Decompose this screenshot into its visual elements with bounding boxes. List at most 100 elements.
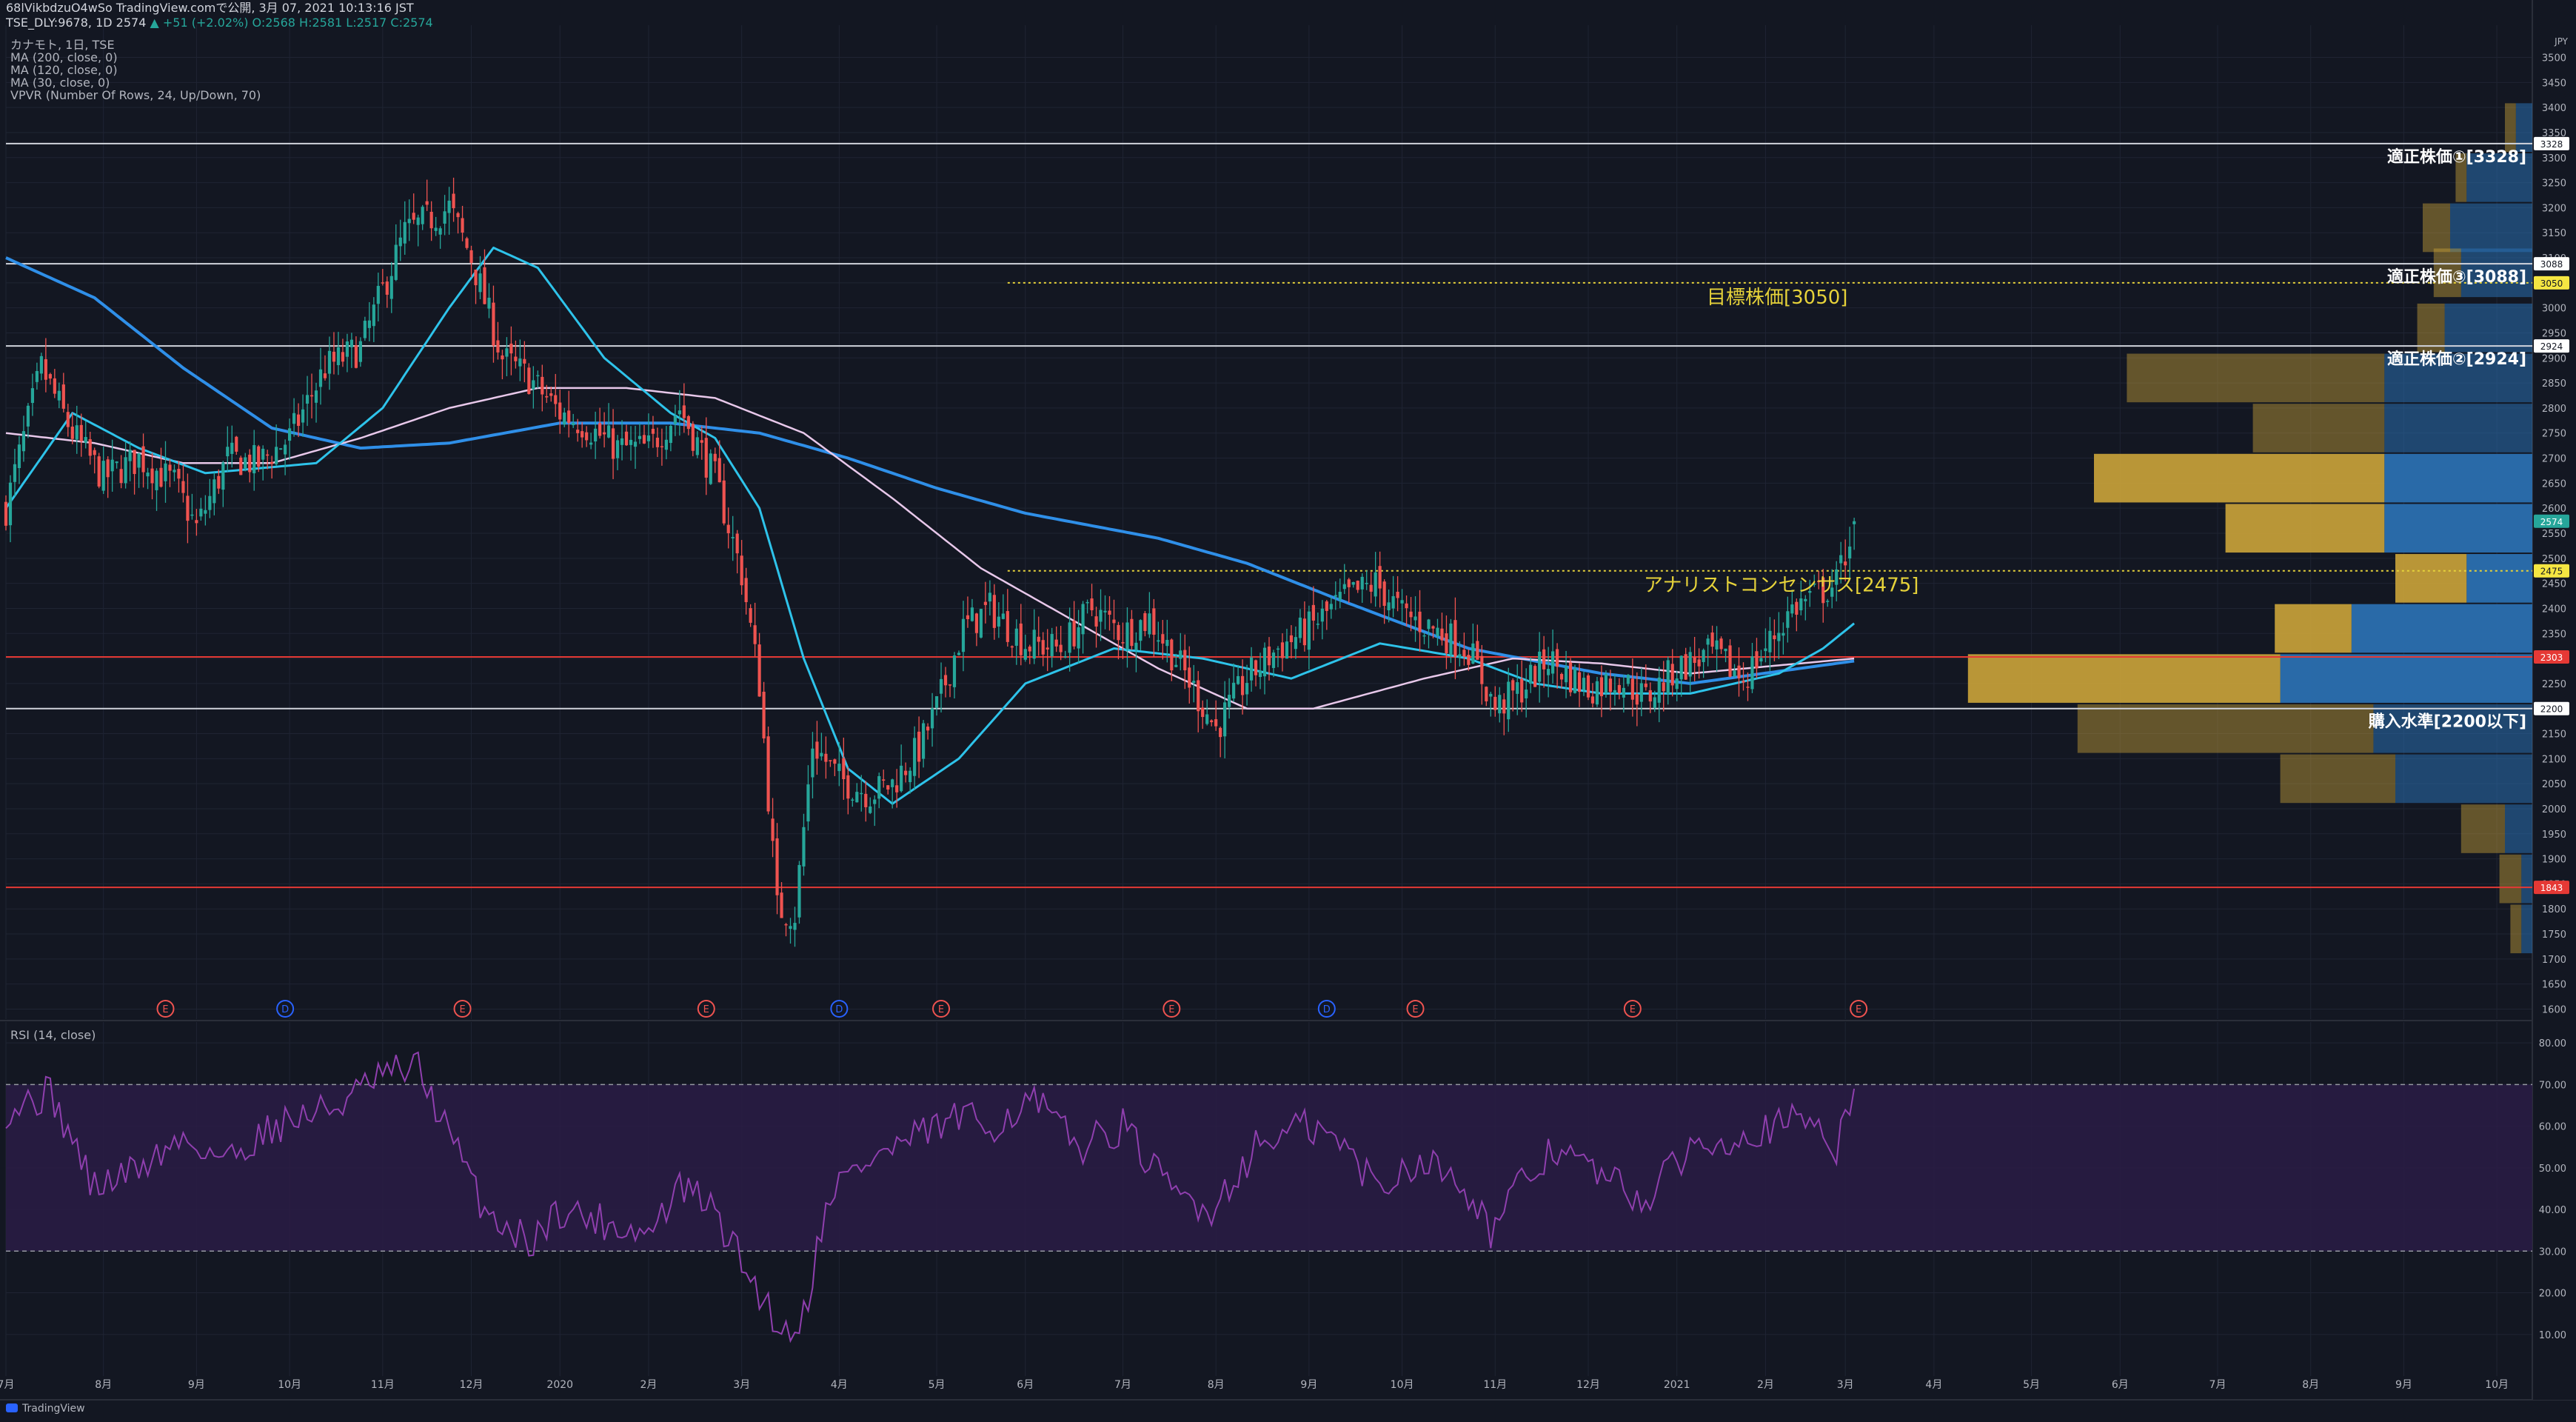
candle-body [1715, 640, 1719, 650]
rsi-tick-label: 20.00 [2539, 1289, 2566, 1300]
candle-body [1223, 702, 1227, 737]
candle-body [549, 393, 553, 396]
rsi-path [5, 1051, 1856, 1343]
rsi-tick-label: 40.00 [2539, 1205, 2566, 1216]
time-tick-label: 5月 [929, 1379, 946, 1391]
candle-body [1511, 680, 1515, 691]
candle-body [704, 438, 708, 478]
moving-averages [4, 247, 1856, 805]
candle-body [349, 339, 354, 347]
footer-brand[interactable]: TradingView [6, 1403, 85, 1415]
ohlc-values: O:2568 H:2581 L:2517 C:2574 [252, 16, 433, 30]
candle-body [1808, 590, 1812, 593]
candle-body [416, 217, 420, 225]
dividend-marker [1317, 1000, 1336, 1018]
rsi-pane-label[interactable]: RSI (14, close) [10, 1028, 96, 1042]
price-axis[interactable]: JPY1600165017001750180018501900195020002… [2533, 0, 2576, 1400]
candle-body [691, 424, 695, 451]
candle-body [1019, 623, 1023, 655]
candle-body [310, 395, 314, 397]
time-tick-label: 7月 [0, 1379, 14, 1391]
candle-body [1174, 664, 1178, 667]
candle-body [997, 616, 1000, 627]
candle-body [372, 304, 375, 327]
candle-body [1821, 577, 1825, 604]
candle-body [1329, 604, 1333, 610]
vp-bar-up [2505, 804, 2532, 853]
candle-body [1706, 638, 1710, 645]
candle-body [1165, 639, 1169, 647]
candle-body [1742, 681, 1745, 683]
candle-body [1285, 641, 1289, 659]
legend-item-ma120[interactable]: MA (120, close, 0) [10, 63, 118, 77]
legend-item-ma30[interactable]: MA (30, close, 0) [10, 76, 110, 90]
candle-body [664, 439, 669, 450]
candle-body [753, 625, 757, 644]
price-tag-bg [2534, 514, 2569, 528]
event-marker-label: E [459, 1004, 465, 1015]
candle-body [606, 425, 611, 438]
candle-body [700, 440, 703, 443]
price-tag-bg [2534, 701, 2569, 715]
price-tick-label: 2100 [2542, 754, 2566, 765]
candle-body [1028, 647, 1031, 652]
candle-body [646, 435, 651, 441]
candle-body [88, 439, 92, 456]
indicator-legend[interactable]: カナモト, 1日, TSE MA (200, close, 0) MA (120… [10, 39, 261, 101]
candle-body [456, 213, 460, 218]
candle-body [1108, 610, 1111, 615]
candle-body [1768, 630, 1772, 652]
vp-bar-up [2373, 704, 2532, 753]
candle-body [1099, 610, 1103, 622]
event-marker-label: E [1168, 1004, 1174, 1015]
candle-body [354, 345, 358, 368]
vp-bar-down [2499, 854, 2522, 904]
candle-body [279, 448, 283, 450]
vp-bar-down [2395, 554, 2467, 603]
candle-body [1782, 632, 1785, 636]
symbol-price: TSE_DLY:9678, 1D 2574 [6, 16, 147, 30]
candle-body [740, 555, 743, 586]
price-axis-bg [2533, 0, 2576, 1400]
candle-body [1670, 664, 1674, 686]
time-tick-label: 8月 [1208, 1379, 1225, 1391]
candle-body [1476, 641, 1479, 660]
rsi-tick-label: 10.00 [2539, 1330, 2566, 1341]
candle-body [1848, 546, 1852, 559]
rsi-line [5, 1051, 1856, 1343]
legend-item-ma200[interactable]: MA (200, close, 0) [10, 50, 118, 64]
candle-body [926, 727, 930, 731]
candle-body [1262, 647, 1267, 677]
candle-body [1844, 561, 1847, 566]
time-axis[interactable]: 7月 8月 9月 10月 11月 12月 2020 2月 3月 4月 5月 6月 7月 8月 9月 10月 11… [0, 1379, 2509, 1391]
candle-body [483, 267, 486, 304]
time-tick-label: 8月 [95, 1379, 112, 1391]
candle-body [1813, 583, 1816, 585]
candle-body [1604, 674, 1608, 693]
candle-body [1853, 521, 1856, 524]
time-tick-label: 4月 [831, 1379, 848, 1391]
candle-body [461, 218, 464, 233]
candle-body [1081, 604, 1085, 635]
candle-body [1746, 687, 1750, 688]
candle-body [917, 731, 921, 762]
candle-body [1276, 648, 1280, 650]
candle-body [1564, 667, 1568, 683]
candle-body [261, 448, 265, 460]
candle-body [1320, 608, 1324, 622]
candle-body [1258, 670, 1262, 678]
candle-body [1764, 648, 1767, 652]
candle-body [669, 426, 672, 444]
candle-body [1214, 719, 1218, 727]
candle-body [164, 463, 167, 481]
legend-item-vpvr[interactable]: VPVR (Number Of Rows, 24, Up/Down, 70) [10, 88, 261, 102]
price-tick-label: 2600 [2542, 504, 2566, 515]
candle-body [190, 514, 194, 516]
candle-body [1046, 647, 1049, 650]
candle-body [447, 200, 451, 213]
legend-title[interactable]: カナモト, 1日, TSE [10, 38, 115, 52]
candle-body [594, 428, 598, 442]
level-label: 適正株価③[3088] [2387, 267, 2526, 287]
rsi-band [6, 1084, 2532, 1252]
candle-body [709, 453, 712, 484]
